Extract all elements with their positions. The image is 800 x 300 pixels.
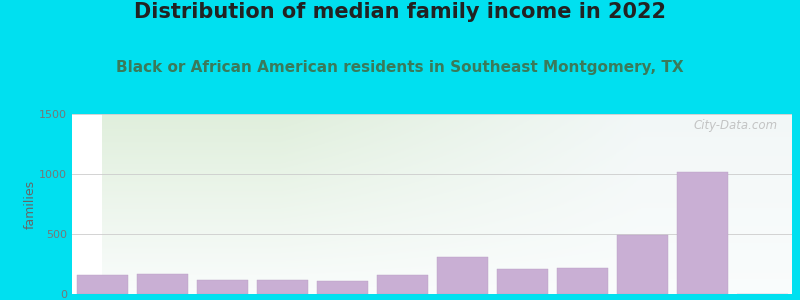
Bar xyxy=(137,274,187,294)
Text: Distribution of median family income in 2022: Distribution of median family income in … xyxy=(134,2,666,22)
Y-axis label: families: families xyxy=(23,179,36,229)
Bar xyxy=(497,269,547,294)
Text: City-Data.com: City-Data.com xyxy=(694,119,778,132)
Bar xyxy=(377,275,427,294)
Text: Black or African American residents in Southeast Montgomery, TX: Black or African American residents in S… xyxy=(116,60,684,75)
Bar xyxy=(317,281,367,294)
Bar xyxy=(257,280,307,294)
Bar xyxy=(437,257,487,294)
Bar xyxy=(557,268,607,294)
Bar xyxy=(197,280,247,294)
Bar xyxy=(77,275,127,294)
Bar xyxy=(617,235,667,294)
Bar xyxy=(677,172,727,294)
